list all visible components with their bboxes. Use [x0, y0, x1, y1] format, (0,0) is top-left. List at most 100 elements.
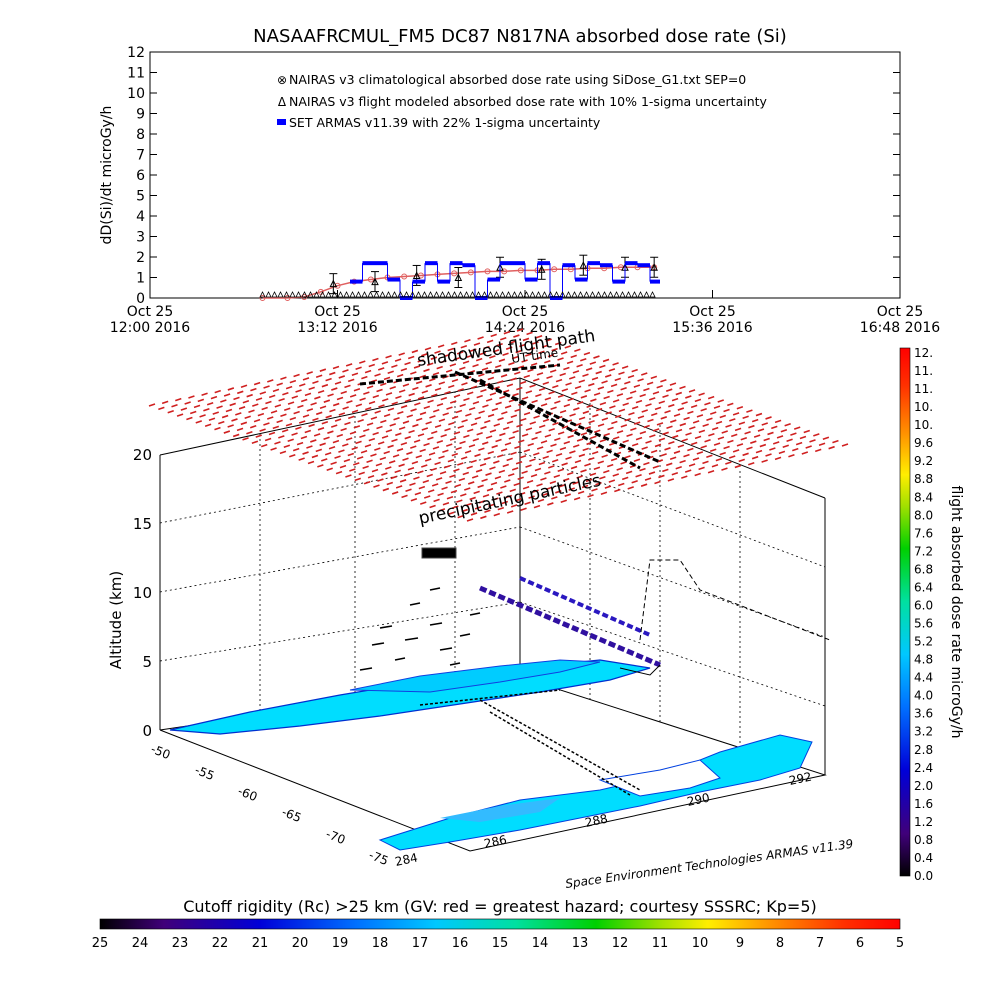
rigidity-mark — [709, 411, 717, 415]
lon-tick: 284 — [394, 850, 419, 868]
rigidity-mark — [349, 468, 356, 472]
rigidity-mark — [428, 452, 436, 456]
rigidity-mark — [631, 480, 638, 484]
rigidity-mark — [470, 385, 478, 389]
rigidity-mark — [491, 407, 499, 412]
rigidity-mark — [496, 454, 504, 458]
rigidity-mark — [662, 468, 669, 473]
rigidity-mark — [328, 445, 336, 450]
lon-tick: 290 — [686, 790, 711, 808]
rigidity-mark — [500, 336, 507, 341]
top-x-tick-date: Oct 25 — [689, 304, 735, 320]
rigidity-mark — [391, 491, 399, 495]
rigidity-mark — [360, 450, 368, 454]
baseline-triangle — [535, 291, 542, 298]
rigidity-mark — [536, 372, 544, 376]
rigidity-mark — [302, 414, 310, 418]
dose-colorbar-tick: 3.6 — [914, 707, 933, 721]
rigidity-mark — [295, 389, 302, 393]
precipitating-particles-marks — [359, 587, 481, 671]
rigidity-mark — [459, 366, 466, 371]
rigidity-mark — [633, 458, 641, 462]
baseline-triangle-markers — [259, 291, 656, 298]
rigidity-mark — [587, 494, 594, 498]
rigidity-mark — [167, 410, 174, 414]
rigidity-mark — [502, 389, 510, 394]
baseline-triangle — [427, 291, 434, 298]
rigidity-mark — [223, 430, 231, 434]
rigidity-mark — [482, 404, 489, 408]
rigidity-mark — [652, 428, 660, 432]
rigidity-mark — [400, 367, 408, 372]
rigidity-mark — [544, 471, 551, 475]
rigidity-mark — [557, 394, 565, 398]
rigidity-colorbar-tick: 23 — [172, 936, 189, 951]
rigidity-mark — [317, 464, 324, 468]
rigidity-mark — [385, 429, 393, 433]
rigidity-mark — [544, 359, 551, 364]
rigidity-mark — [793, 426, 801, 430]
rigidity-mark — [658, 474, 665, 479]
rigidity-mark — [521, 433, 529, 437]
dose-colorbar-tick: 1.2 — [914, 815, 933, 829]
z-axis-ticks: 0 5 10 15 20 — [133, 446, 152, 740]
rigidity-mark — [390, 475, 397, 480]
rigidity-mark — [510, 377, 517, 381]
rigidity-mark — [776, 435, 784, 439]
rigidity-mark — [723, 445, 730, 450]
rigidity-colorbar-label: Cutoff rigidity (Rc) >25 km (GV: red = g… — [183, 897, 817, 916]
z-tick: 20 — [133, 446, 152, 464]
rigidity-mark — [513, 482, 520, 487]
rigidity-mark — [470, 512, 478, 516]
rigidity-mark — [361, 412, 368, 417]
rigidity-mark — [364, 443, 372, 448]
rigidity-mark — [444, 427, 451, 432]
rigidity-mark — [282, 391, 289, 396]
dose-colorbar-tick: 4.0 — [914, 689, 933, 703]
rigidity-mark — [625, 470, 633, 475]
baseline-triangle — [259, 291, 266, 298]
baseline-triangle — [433, 291, 440, 298]
rigidity-mark — [616, 467, 623, 471]
rigidity-mark — [501, 500, 509, 505]
rigidity-mark — [451, 452, 459, 457]
rigidity-mark — [450, 489, 458, 494]
rigidity-mark — [368, 400, 376, 405]
top-y-tick-label: 4 — [136, 209, 145, 225]
rigidity-mark — [325, 377, 332, 382]
rigidity-mark — [637, 415, 645, 419]
rigidity-mark — [595, 482, 602, 486]
rigidity-mark — [588, 382, 595, 387]
rigidity-mark — [400, 441, 408, 446]
rigidity-mark — [618, 482, 625, 487]
rigidity-mark — [548, 428, 555, 432]
rigidity-mark — [311, 454, 319, 459]
rigidity-colorbar: Cutoff rigidity (Rc) >25 km (GV: red = g… — [92, 897, 904, 951]
rigidity-mark — [580, 395, 588, 399]
baseline-triangle — [379, 291, 386, 298]
rigidity-mark — [786, 438, 793, 442]
rigidity-colorbar-tick: 6 — [856, 936, 864, 951]
rigidity-mark — [568, 376, 576, 380]
rigidity-mark — [626, 433, 633, 438]
rigidity-mark — [257, 412, 265, 417]
rigidity-mark — [489, 392, 497, 396]
dose-colorbar-tick: 9.2 — [914, 454, 933, 468]
rigidity-mark — [474, 506, 482, 510]
rigidity-mark — [604, 374, 612, 378]
rigidity-mark — [370, 453, 377, 457]
rigidity-mark — [385, 355, 392, 359]
rigidity-mark — [601, 417, 609, 421]
rigidity-mark — [751, 418, 759, 423]
rigidity-mark — [546, 375, 553, 379]
rigidity-mark — [780, 429, 788, 433]
rigidity-mark — [270, 447, 277, 451]
rigidity-mark — [180, 407, 188, 411]
rigidity-mark — [362, 465, 369, 470]
rigidity-mark — [555, 490, 562, 494]
rigidity-mark — [633, 421, 641, 425]
rigidity-mark — [567, 434, 574, 439]
rigidity-mark — [379, 456, 387, 461]
rigidity-mark — [313, 433, 321, 437]
